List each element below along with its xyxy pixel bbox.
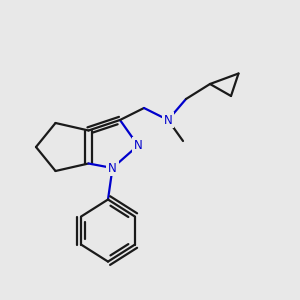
Text: N: N <box>108 161 117 175</box>
Text: N: N <box>134 139 142 152</box>
Text: N: N <box>164 113 172 127</box>
